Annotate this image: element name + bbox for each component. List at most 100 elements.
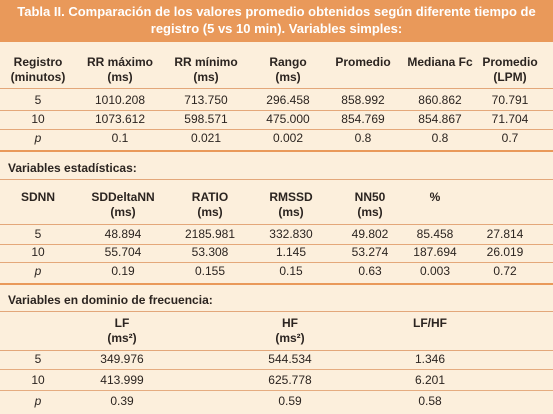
rule [0, 88, 553, 89]
row-rule [0, 390, 553, 391]
cell: 0.003 [419, 264, 451, 278]
title-line: registro (5 vs 10 min). Variables simple… [150, 21, 403, 36]
column-header: Mediana Fc [407, 55, 473, 69]
cell: 0.7 [501, 131, 519, 145]
column-header: Rango [269, 55, 307, 69]
cell: 70.791 [491, 93, 529, 107]
cell: 0.8 [431, 131, 449, 145]
cell: 0.8 [354, 131, 372, 145]
cell: 27.814 [486, 227, 524, 241]
cell: 0.72 [493, 264, 517, 278]
cell: 53.274 [351, 245, 389, 259]
cell: 0.19 [111, 264, 135, 278]
column-header: (ms²) [107, 331, 137, 345]
cell: 49.802 [351, 227, 389, 241]
cell: 0.59 [278, 394, 302, 408]
cell: 1.346 [414, 352, 446, 366]
cell: 55.704 [104, 245, 142, 259]
column-header: RR máximo [86, 55, 154, 69]
row-label: 5 [34, 93, 42, 107]
rule [0, 350, 553, 351]
cell: 1.145 [275, 245, 307, 259]
column-header: RATIO [191, 190, 229, 204]
column-header: (ms) [275, 70, 301, 84]
column-header: NN50 [354, 190, 386, 204]
cell: 26.019 [486, 245, 524, 259]
cell: 0.58 [418, 394, 442, 408]
cell: 713.750 [184, 93, 228, 107]
row-label: 10 [31, 245, 45, 259]
cell: 349.976 [100, 352, 144, 366]
section-title: Variables en dominio de frecuencia: [8, 293, 213, 307]
column-header: (ms) [193, 70, 219, 84]
cell: 0.63 [358, 264, 382, 278]
row-label: 5 [34, 352, 42, 366]
column-header: LF/HF [413, 316, 447, 330]
row-label: p [34, 131, 42, 145]
rule [0, 311, 553, 312]
column-header: (ms) [110, 205, 136, 219]
column-header: (ms) [197, 205, 223, 219]
cell: 544.534 [268, 352, 312, 366]
cell: 0.155 [194, 264, 226, 278]
section-title: Variables estadísticas: [8, 161, 137, 175]
cell: 625.778 [268, 373, 312, 387]
column-header: Promedio [482, 55, 538, 69]
section-rule [0, 150, 553, 152]
section-rule [0, 283, 553, 285]
cell: 1010.208 [94, 93, 146, 107]
cell: 0.15 [279, 264, 303, 278]
cell: 475.000 [266, 112, 310, 126]
cell: 296.458 [266, 93, 310, 107]
column-header: Registro [13, 55, 63, 69]
column-header: RR mínimo [174, 55, 238, 69]
cell: 332.830 [269, 227, 313, 241]
title-band [0, 0, 553, 42]
cell: 598.571 [184, 112, 228, 126]
row-label: p [34, 264, 42, 278]
cell: 0.021 [190, 131, 222, 145]
column-header: (ms) [107, 70, 133, 84]
cell: 0.39 [110, 394, 134, 408]
cell: 860.862 [418, 93, 462, 107]
cell: 53.308 [191, 245, 229, 259]
row-label: p [34, 394, 42, 408]
column-header: Promedio [335, 55, 391, 69]
column-header: (minutos) [10, 70, 66, 84]
cell: 85.458 [416, 227, 454, 241]
column-header: (LPM) [493, 70, 527, 84]
cell: 71.704 [491, 112, 529, 126]
row-rule [0, 129, 553, 130]
cell: 187.694 [413, 245, 457, 259]
column-header: % [429, 190, 441, 204]
cell: 6.201 [414, 373, 446, 387]
column-header: RMSSD [269, 190, 313, 204]
row-rule [0, 369, 553, 370]
cell: 854.769 [341, 112, 385, 126]
title-line: Tabla II. Comparación de los valores pro… [17, 4, 536, 19]
cell: 0.1 [111, 131, 129, 145]
column-header: SDNN [20, 190, 56, 204]
column-header: (ms) [278, 205, 304, 219]
cell: 413.999 [100, 373, 144, 387]
column-header: HF [282, 316, 298, 330]
cell: 858.992 [341, 93, 385, 107]
column-header: (ms) [357, 205, 383, 219]
cell: 1073.612 [94, 112, 146, 126]
row-rule [0, 262, 553, 263]
row-label: 10 [31, 112, 45, 126]
cell: 2185.981 [184, 227, 236, 241]
column-header: LF [114, 316, 130, 330]
row-label: 5 [34, 227, 42, 241]
rule [0, 224, 553, 225]
column-header: SDDeltaNN [91, 190, 155, 204]
cell: 0.002 [272, 131, 304, 145]
rule [0, 179, 553, 180]
cell: 854.867 [418, 112, 462, 126]
row-label: 10 [31, 373, 45, 387]
column-header: (ms²) [275, 331, 305, 345]
row-rule [0, 110, 553, 111]
row-rule [0, 244, 553, 245]
cell: 48.894 [104, 227, 142, 241]
